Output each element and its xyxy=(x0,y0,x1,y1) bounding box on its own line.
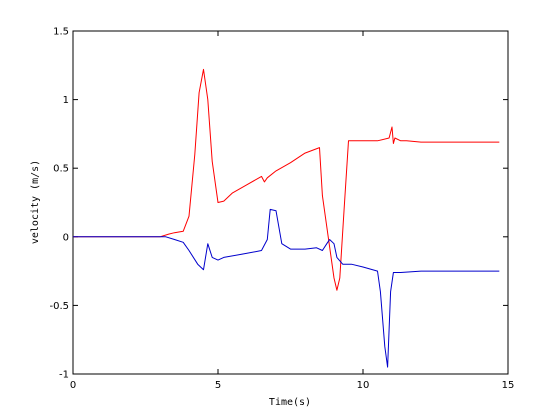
x-axis-label: Time(s) xyxy=(269,397,311,408)
plot-area xyxy=(72,30,509,375)
y-tick-label: -0.5 xyxy=(49,301,69,312)
x-tick-label: 10 xyxy=(357,380,370,391)
tick-labels: 0 5 10 15 -1 -0.5 0 0.5 1 1.5 xyxy=(49,27,514,392)
y-tick-label: 0.5 xyxy=(53,164,69,175)
y-tick-label: 1 xyxy=(63,95,69,106)
series-lines xyxy=(73,68,500,368)
x-tick-label: 0 xyxy=(70,380,76,391)
x-tick-label: 15 xyxy=(502,380,515,391)
x-tick-label: 5 xyxy=(215,380,221,391)
y-tick-label: -1 xyxy=(59,370,69,381)
series-line-2 xyxy=(73,208,500,368)
y-tick-label: 0 xyxy=(63,232,69,243)
y-tick-label: 1.5 xyxy=(53,27,69,38)
series-line-1 xyxy=(73,68,500,291)
y-axis-label: velocity (m/s) xyxy=(30,160,41,244)
